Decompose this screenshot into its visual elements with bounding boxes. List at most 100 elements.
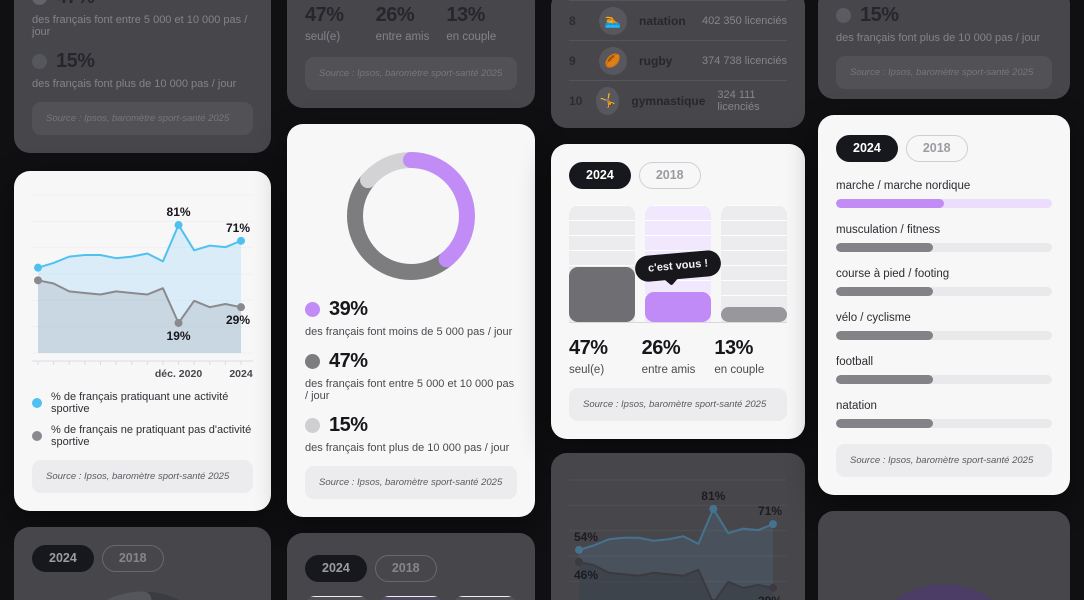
bar-fill [569, 267, 635, 322]
stat-value: 15% [329, 414, 368, 436]
sport-icon: 🏊 [599, 6, 627, 35]
sport-bar-fill [836, 243, 934, 252]
rank-number: 10 [569, 93, 583, 108]
donut-dim-right [861, 584, 1027, 600]
toggle-2018[interactable]: 2018 [905, 135, 968, 162]
source-text: Source : Ipsos, baromètre sport-santé 20… [46, 113, 230, 124]
legend-label: % de français pratiquant une activité sp… [51, 391, 229, 415]
sport-bar-track [836, 375, 1052, 384]
ranking-list: 8 🏊 natation 402 350 licenciés 9 🏉 rugby 374 73… [569, 0, 787, 120]
activity-line-chart: déc. 2020 2024 81% 71% 19% 29% [32, 189, 253, 380]
year-toggle: 2024 2018 [569, 162, 787, 189]
ranking-row[interactable]: 8 🏊 natation 402 350 licenciés [569, 0, 787, 40]
source-note: Source : Ipsos, baromètre sport-santé 20… [836, 56, 1052, 89]
context-bars-dim [305, 596, 517, 600]
year-toggle: 2024 2018 [32, 545, 253, 572]
source-text: Source : Ipsos, baromètre sport-santé 20… [46, 471, 230, 482]
sport-name: rugby [639, 53, 673, 68]
card-sport-context-bars: 2024 2018 c'est vous ! 47% seul(e) 26% entr… [551, 144, 805, 439]
sport-bar-label: musculation / fitness [836, 224, 941, 236]
column-1: 47% des français font entre 5 000 et 10 0… [14, 0, 271, 600]
stat-row: 47% des français font entre 5 000 et 10 0… [305, 350, 517, 402]
trio-label: en couple [446, 31, 497, 43]
sport-bar-fill [836, 375, 934, 384]
bar-track [305, 596, 369, 600]
sport-name: gymnastique [631, 93, 706, 108]
card-steps-donut-dim: 2024 2018 [14, 527, 271, 600]
sport-bar-row: musculation / fitness [836, 224, 1052, 252]
stat-caption: des français font plus de 10 000 pas / j… [32, 78, 237, 90]
toggle-2024[interactable]: 2024 [32, 545, 94, 572]
stat-dot-icon [305, 354, 320, 369]
stat-value: 47% [56, 0, 95, 9]
stat-dot-icon [305, 418, 320, 433]
trio-value: 26% [641, 337, 681, 359]
sport-bar-row: course à pied / footing [836, 268, 1052, 296]
stat-row: 47% des français font entre 5 000 et 10 0… [32, 0, 253, 38]
stat-dot-icon [32, 0, 47, 5]
source-text: Source : Ipsos, baromètre sport-santé 20… [319, 68, 503, 79]
trio-stat: 13% en couple [446, 4, 517, 43]
context-stats: 47% seul(e) 26% entre amis 13% en couple [569, 337, 787, 376]
stat-head: 39% [305, 298, 517, 321]
sport-bar-label: marche / marche nordique [836, 180, 971, 192]
card-context-bars-dim: 2024 2018 [287, 533, 535, 600]
toggle-2018[interactable]: 2018 [638, 162, 701, 189]
stat-head: 15% [305, 414, 517, 437]
stat-row: 15% des français font plus de 10 000 pas … [836, 4, 1052, 44]
sport-bar-label: natation [836, 400, 877, 412]
activity-line-chart-dim: 54% 46% 81% 71% 29% [569, 471, 787, 600]
legend-dot-icon [32, 398, 42, 408]
sport-bar-fill [836, 287, 934, 296]
sport-bar-track [836, 419, 1052, 428]
toggle-2018[interactable]: 2018 [101, 545, 164, 572]
trio-stat: 26% entre amis [376, 4, 447, 43]
stat-dot-icon [305, 302, 320, 317]
steps-stats-list: 39% des français font moins de 5 000 pas … [305, 298, 517, 454]
column-4: 15% des français font plus de 10 000 pas … [818, 0, 1070, 600]
ranking-row[interactable]: 10 🤸 gymnastique 324 111 licenciés [569, 80, 787, 120]
svg-text:19%: 19% [167, 329, 191, 343]
stat-value: 39% [329, 298, 368, 320]
toggle-2024[interactable]: 2024 [569, 162, 631, 189]
sport-bar-track [836, 331, 1052, 340]
stat-value: 15% [56, 50, 95, 72]
trio-value: 47% [305, 4, 344, 26]
card-daily-steps-partial-right: 15% des français font plus de 10 000 pas … [818, 0, 1070, 99]
year-toggle: 2024 2018 [836, 135, 1052, 162]
daily-steps-donut [347, 152, 475, 280]
stat-row: 15% des français font plus de 10 000 pas … [305, 414, 517, 454]
bar-track [721, 205, 787, 322]
steps-stats-list: 15% des français font plus de 10 000 pas … [836, 4, 1052, 44]
trio-stat: 47% seul(e) [569, 337, 642, 376]
card-top-sports-ranking: 8 🏊 natation 402 350 licenciés 9 🏉 rugby 374 73… [551, 0, 805, 128]
trio-stat: 26% entre amis [642, 337, 715, 376]
sport-bar-label: football [836, 356, 874, 368]
activity-trend-svg: déc. 2020 2024 81% 71% 19% 29% [32, 194, 253, 380]
bar-fill [645, 291, 711, 322]
context-bars: c'est vous ! [569, 205, 787, 323]
licensee-count: 374 738 licenciés [701, 54, 787, 67]
stat-row: 15% des français font plus de 10 000 pas … [32, 50, 253, 90]
year-toggle: 2024 2018 [305, 555, 517, 582]
licensee-count: 324 111 licenciés [717, 88, 760, 113]
stat-caption: des français font plus de 10 000 pas / j… [305, 442, 510, 454]
trio-label: seul(e) [569, 364, 605, 376]
column-3: 8 🏊 natation 402 350 licenciés 9 🏉 rugby 374 73… [551, 0, 805, 600]
ranking-row[interactable]: 9 🏉 rugby 374 738 licenciés [569, 40, 787, 80]
source-note: Source : Ipsos, baromètre sport-santé 20… [32, 460, 253, 493]
stat-row: 39% des français font moins de 5 000 pas … [305, 298, 517, 338]
toggle-2018[interactable]: 2018 [374, 555, 437, 582]
sport-bar-fill [836, 331, 934, 340]
source-note: Source : Ipsos, baromètre sport-santé 20… [32, 102, 253, 135]
svg-text:46%: 46% [574, 568, 598, 582]
sport-bar-row: marche / marche nordique [836, 180, 1052, 208]
toggle-2024[interactable]: 2024 [836, 135, 898, 162]
trio-label: seul(e) [305, 31, 341, 43]
sport-bar-row: natation [836, 400, 1052, 428]
source-text: Source : Ipsos, baromètre sport-santé 20… [319, 477, 503, 488]
svg-text:71%: 71% [226, 221, 250, 235]
rank-number: 9 [569, 53, 576, 68]
toggle-2024[interactable]: 2024 [305, 555, 367, 582]
